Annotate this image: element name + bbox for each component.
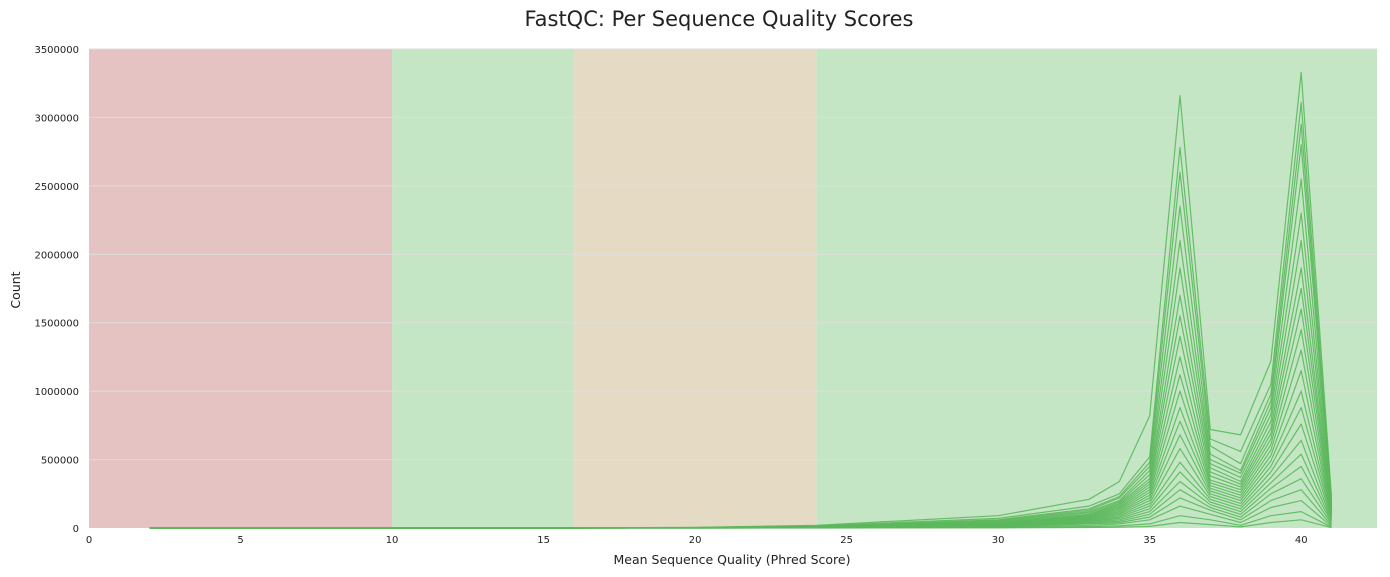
chart-title: FastQC: Per Sequence Quality Scores [524, 7, 913, 31]
x-tick-label: 40 [1295, 535, 1308, 546]
series-lines [149, 71, 1333, 529]
x-axis-label: Mean Sequence Quality (Phred Score) [614, 552, 851, 567]
x-tick-label: 5 [237, 535, 243, 546]
y-tick-label: 2500000 [34, 182, 79, 193]
x-tick-label: 0 [86, 535, 92, 546]
quality-band-4 [816, 49, 1377, 528]
quality-band-3 [573, 49, 817, 528]
y-tick-label: 3500000 [34, 45, 79, 56]
x-tick-label: 35 [1143, 535, 1156, 546]
y-tick-label: 2000000 [34, 250, 79, 261]
y-tick-label: 1000000 [34, 387, 79, 398]
y-tick-label: 3000000 [34, 113, 79, 124]
series-line-24 [149, 519, 1332, 529]
quality-bands [89, 49, 1377, 528]
y-tick-label: 500000 [41, 456, 79, 467]
x-tick-label: 20 [689, 535, 702, 546]
quality-band-1 [89, 49, 393, 528]
x-tick-label: 10 [386, 535, 399, 546]
y-tick-label: 0 [73, 524, 79, 535]
x-tick-label: 25 [840, 535, 853, 546]
x-tick-label: 30 [992, 535, 1005, 546]
y-tick-label: 1500000 [34, 319, 79, 330]
y-axis-ticks: 0 500000 1000000 1500000 2000000 2500000 30000… [34, 45, 79, 535]
x-axis-ticks: 0 5 10 15 20 25 30 35 40 [86, 535, 1308, 546]
y-axis-label: Count [8, 271, 23, 308]
quality-band-2 [392, 49, 574, 528]
x-tick-label: 15 [537, 535, 550, 546]
gridlines [89, 48, 1377, 461]
